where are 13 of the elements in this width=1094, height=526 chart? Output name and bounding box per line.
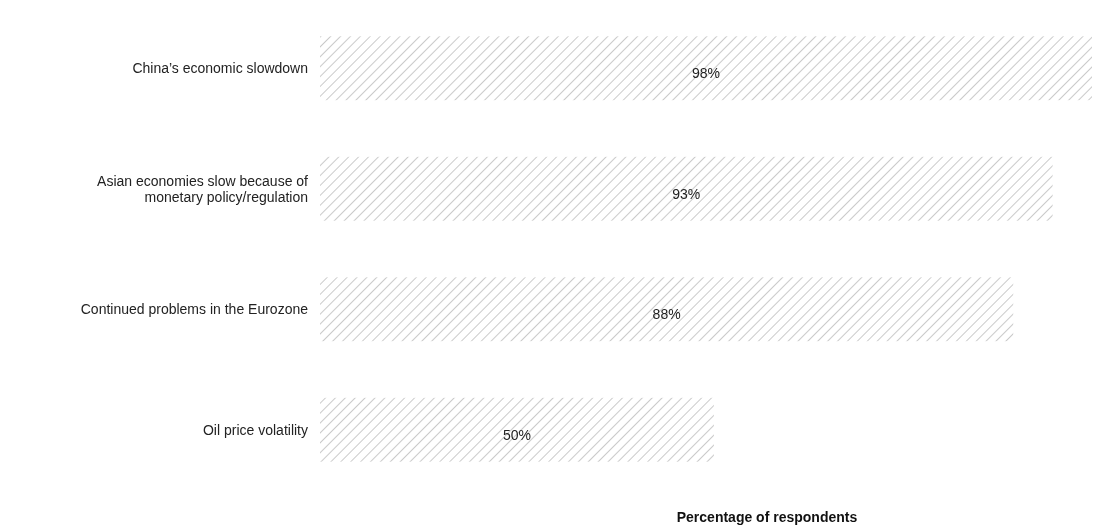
bar xyxy=(320,277,1014,342)
x-axis-title: Percentage of respondents xyxy=(676,509,858,525)
bar xyxy=(320,156,1053,221)
data-label: 50% xyxy=(502,426,531,443)
data-label: 88% xyxy=(652,306,681,323)
y-tick-label: China’s economic slowdown xyxy=(132,60,308,77)
bar xyxy=(320,397,714,462)
data-label: 98% xyxy=(691,65,721,82)
y-tick-label: Continued problems in the Eurozone xyxy=(80,301,309,318)
data-label: 93% xyxy=(672,185,701,202)
bar xyxy=(320,36,1092,101)
y-tick-label: Oil price volatility xyxy=(202,421,308,438)
y-tick-label: Asian economies slow because of monetary policy/regulation xyxy=(97,172,309,205)
